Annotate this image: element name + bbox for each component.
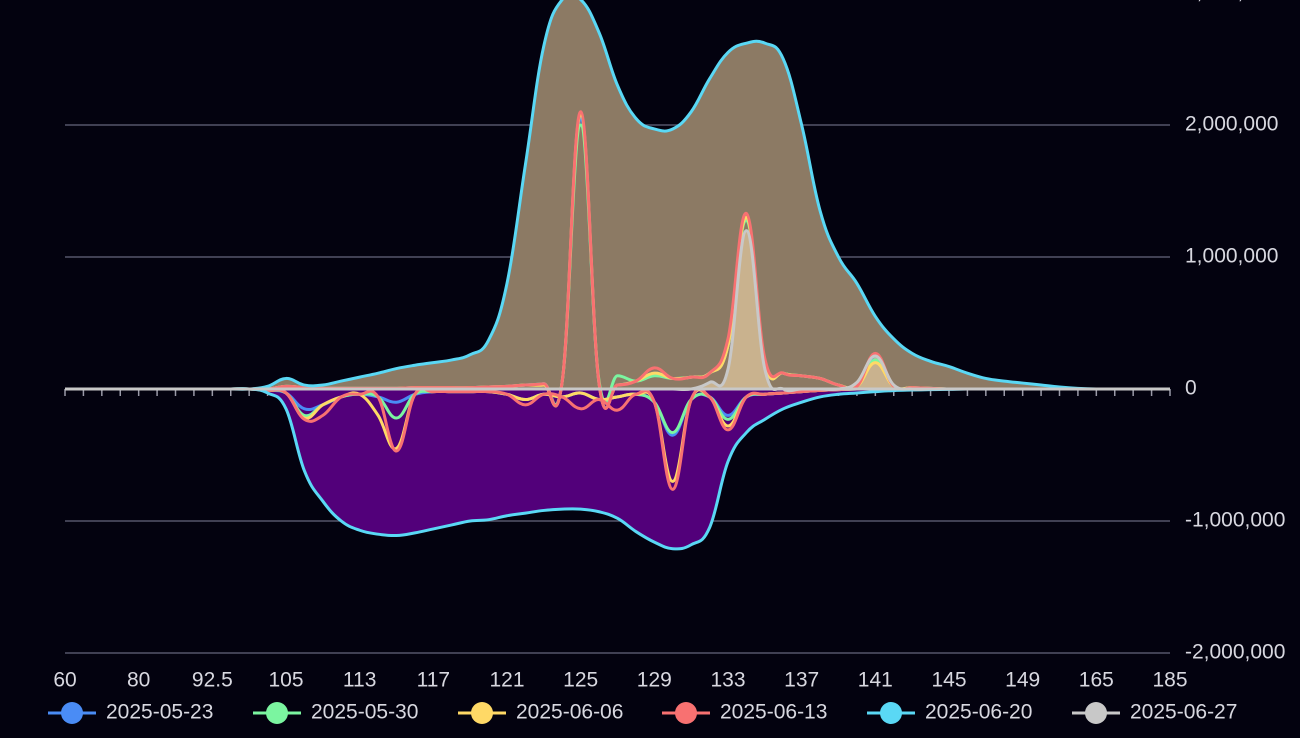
y-tick-label: 0	[1185, 377, 1197, 400]
x-tick-label: 141	[858, 669, 893, 692]
area	[65, 0, 1170, 390]
legend-marker	[1085, 702, 1107, 724]
y-tick-label: 2,000,000	[1185, 113, 1278, 136]
legend-marker	[266, 702, 288, 724]
x-tick-label: 137	[784, 669, 819, 692]
x-tick-label: 92.5	[192, 669, 233, 692]
legend-marker	[675, 702, 697, 724]
legend-marker	[61, 702, 83, 724]
x-tick-label: 113	[343, 669, 376, 692]
y-tick-label: 3,000,000	[1185, 0, 1278, 4]
x-tick-label: 145	[931, 669, 966, 692]
x-tick-label: 121	[489, 669, 524, 692]
x-tick-label: 133	[710, 669, 745, 692]
legend-marker	[471, 702, 493, 724]
y-tick-label: -1,000,000	[1185, 509, 1285, 532]
x-tick-label: 149	[1005, 669, 1040, 692]
x-tick-label: 165	[1079, 669, 1114, 692]
x-tick-label: 185	[1152, 669, 1187, 692]
legend-label: 2025-06-06	[516, 701, 623, 724]
x-tick-label: 60	[53, 669, 76, 692]
x-tick-label: 80	[127, 669, 150, 692]
x-tick-label: 105	[268, 669, 303, 692]
legend-label: 2025-06-20	[925, 701, 1032, 724]
x-tick-label: 129	[637, 669, 672, 692]
legend-marker	[880, 702, 902, 724]
legend-label: 2025-05-23	[106, 701, 213, 724]
area	[65, 388, 1170, 549]
legend-label: 2025-05-30	[311, 701, 418, 724]
y-tick-label: 1,000,000	[1185, 245, 1278, 268]
x-tick-label: 117	[417, 669, 450, 692]
legend-label: 2025-06-27	[1130, 701, 1237, 724]
legend-label: 2025-06-13	[720, 701, 827, 724]
x-tick-label: 125	[563, 669, 598, 692]
y-tick-label: -2,000,000	[1185, 641, 1285, 664]
